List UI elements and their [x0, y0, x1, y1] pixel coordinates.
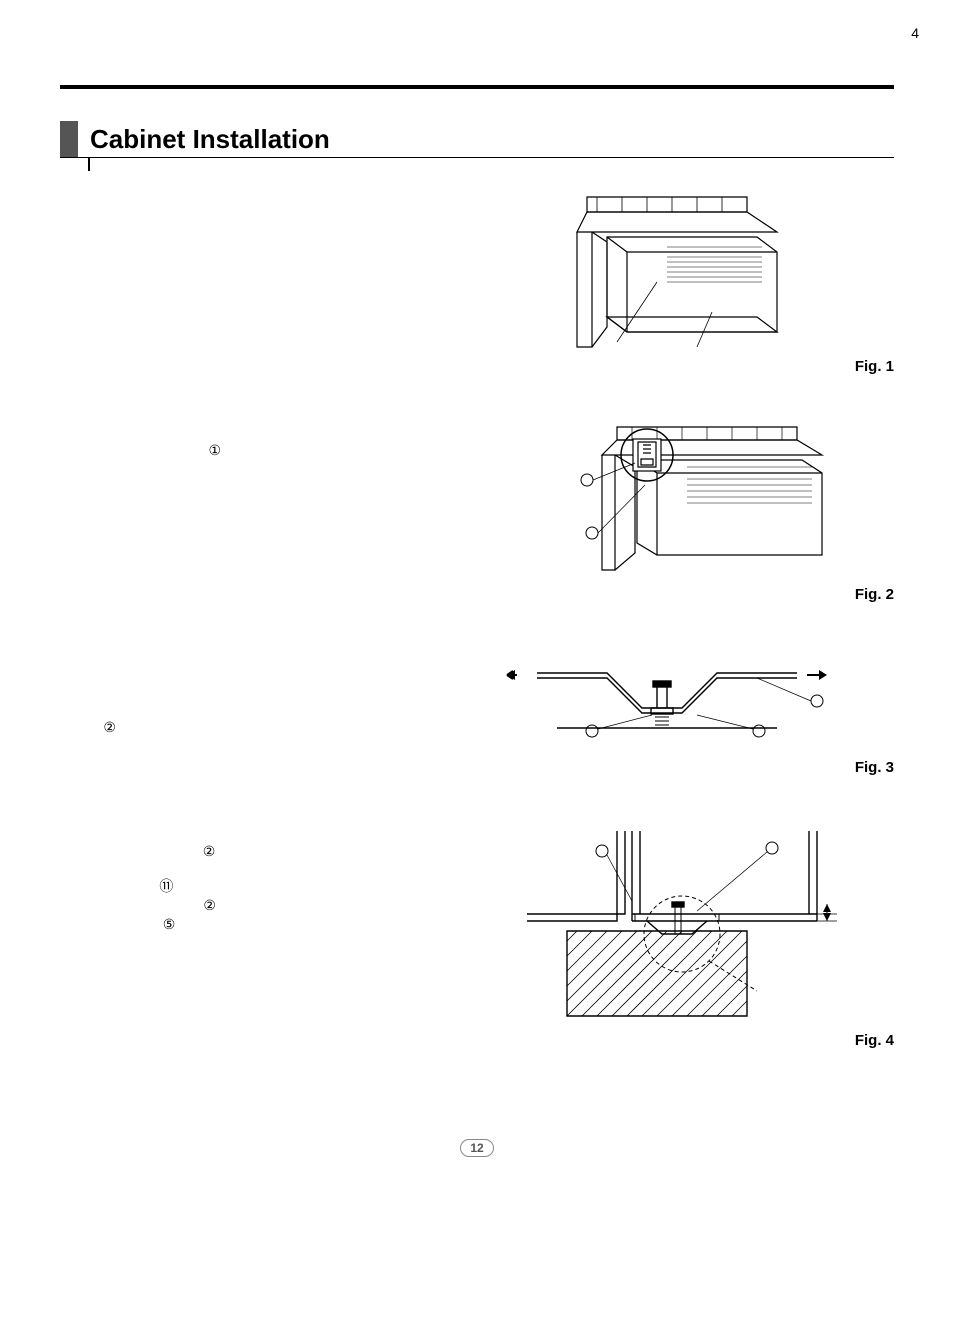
fig2-caption: Fig. 2	[460, 586, 894, 603]
text: Fasten the SILL SUPPORT	[60, 444, 205, 458]
step3-line: to fit the sill support ②	[60, 896, 440, 915]
circled-2-icon: ②	[203, 843, 216, 859]
text: the sill with screws	[60, 918, 159, 932]
heading-tick	[88, 157, 90, 171]
fig1-caption: Fig. 1	[460, 358, 894, 375]
step2-line: SILL SUPPORT must	[60, 669, 440, 685]
fig1-container: Fig. 1	[460, 192, 894, 405]
circled-1-icon: ①	[209, 442, 222, 458]
step2-line: screws as shown.	[60, 476, 440, 492]
fig4-caption: Fig. 4	[460, 1032, 894, 1049]
step2-line: recommended	[60, 702, 440, 718]
text: to fit the sill support	[60, 899, 163, 913]
fig2-container: Fig. 2	[460, 425, 894, 633]
text: Attach the cabinet support	[60, 845, 199, 859]
step2-line: support ② for balancing the cabinet	[60, 718, 440, 737]
circled-11-icon: ⑪	[159, 878, 173, 894]
text: for balancing the cabinet	[119, 721, 250, 735]
circled-2-icon: ②	[103, 719, 116, 735]
section-heading: Cabinet Installation	[90, 124, 330, 155]
step1-text: Step 1 Remove the air conditioner from i…	[60, 192, 440, 405]
circled-2-icon: ②	[203, 897, 216, 913]
text: and adjust	[177, 880, 232, 894]
step3-title: Step 3	[60, 826, 440, 842]
fig3-caption: Fig. 3	[460, 759, 894, 776]
step2-line: outside of the window sill with	[60, 460, 440, 476]
fig3-container: Fig. 3	[460, 653, 894, 806]
heading-row: Cabinet Installation	[60, 119, 894, 155]
step3-text: Step 3 Attach the cabinet support ② to t…	[60, 826, 440, 1079]
step1-line: Remove the air conditioner from its	[60, 208, 440, 224]
fig4-container: Fig. 4	[460, 826, 894, 1079]
step3-line: Attach the cabinet support ②	[60, 842, 440, 861]
step3-line: with a screw ⑪ and adjust	[60, 877, 440, 896]
text: with a screw	[60, 880, 126, 894]
step2-line: Fasten the SILL SUPPORT ① to the	[60, 441, 440, 460]
text: (Fig. 4)	[179, 918, 217, 932]
fig1-diagram	[547, 192, 807, 352]
text: to the	[224, 444, 254, 458]
step2-line: be used. It is our	[60, 685, 440, 701]
step3-line: to the bottom of the cabinet	[60, 861, 440, 877]
page-top-number: 4	[911, 25, 919, 41]
step1-line: handle and pulling forward while	[60, 241, 440, 257]
top-rule	[60, 85, 894, 89]
step2-line: (Fig. 3)	[60, 737, 440, 753]
step2-text-b: NOTE : SILL SUPPORT must be used. It is …	[60, 653, 440, 806]
fig4-diagram	[497, 826, 857, 1026]
fig3-diagram	[497, 653, 857, 753]
heading-underline	[60, 157, 894, 158]
circled-5-icon: ⑤	[163, 916, 176, 932]
step1-line: bracing the cabinet.(Fig. 1)	[60, 257, 440, 273]
heading-block-icon	[60, 121, 78, 157]
step1-title: Step 1	[60, 192, 440, 208]
step2-note-label: NOTE :	[60, 653, 440, 669]
text: support	[60, 721, 100, 735]
step3-line: the sill with screws ⑤ (Fig. 4)	[60, 915, 440, 934]
page-number-badge: 12	[460, 1139, 494, 1157]
fig2-diagram	[517, 425, 837, 580]
step2-title: Step 2	[60, 425, 440, 441]
step1-line: cabinet by gripping the base pan	[60, 224, 440, 240]
step2-text-a: Step 2 Fasten the SILL SUPPORT ① to the …	[60, 425, 440, 633]
